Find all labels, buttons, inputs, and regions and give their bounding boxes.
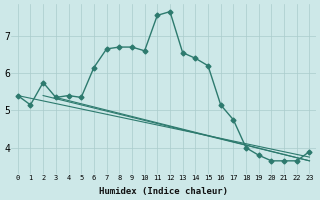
X-axis label: Humidex (Indice chaleur): Humidex (Indice chaleur) xyxy=(99,187,228,196)
